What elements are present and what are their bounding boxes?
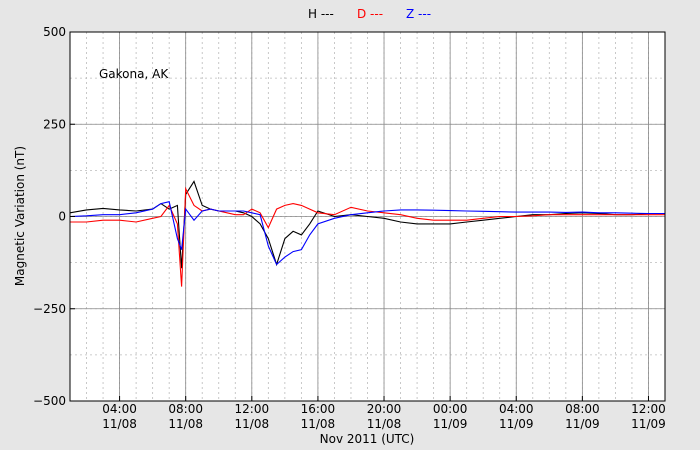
- annotation: Gakona, AK: [99, 67, 169, 81]
- x-axis-label: Nov 2011 (UTC): [320, 432, 415, 446]
- x-tick-label: 00:00 11/09: [433, 402, 468, 431]
- x-tick-label: 08:00 11/09: [565, 402, 600, 431]
- x-tick-label: 04:00 11/09: [499, 402, 534, 431]
- series-line: [70, 186, 665, 287]
- series-line: [69, 180, 665, 269]
- legend-entry: Z ---: [406, 7, 431, 21]
- x-tick-label: 04:00 11/08: [102, 402, 137, 431]
- x-tick-label: 12:00 11/09: [631, 402, 666, 431]
- legend-entry: H ---: [308, 7, 334, 21]
- series-line: [69, 201, 665, 266]
- y-tick-label: −250: [33, 302, 66, 316]
- y-tick-label: 0: [58, 210, 66, 224]
- y-tick-label: 250: [43, 117, 66, 131]
- x-tick-label: 08:00 11/08: [168, 402, 203, 431]
- x-tick-label: 12:00 11/08: [235, 402, 270, 431]
- lines: [69, 180, 665, 287]
- x-tick-label: 16:00 11/08: [301, 402, 336, 431]
- y-tick-label: 500: [43, 25, 66, 39]
- y-tick-label: −500: [33, 394, 66, 408]
- legend-entry: D ---: [357, 7, 383, 21]
- x-tick-label: 20:00 11/08: [367, 402, 402, 431]
- legend: H --- D --- Z ---: [308, 7, 431, 21]
- y-axis-label: Magnetic Variation (nT): [13, 146, 27, 286]
